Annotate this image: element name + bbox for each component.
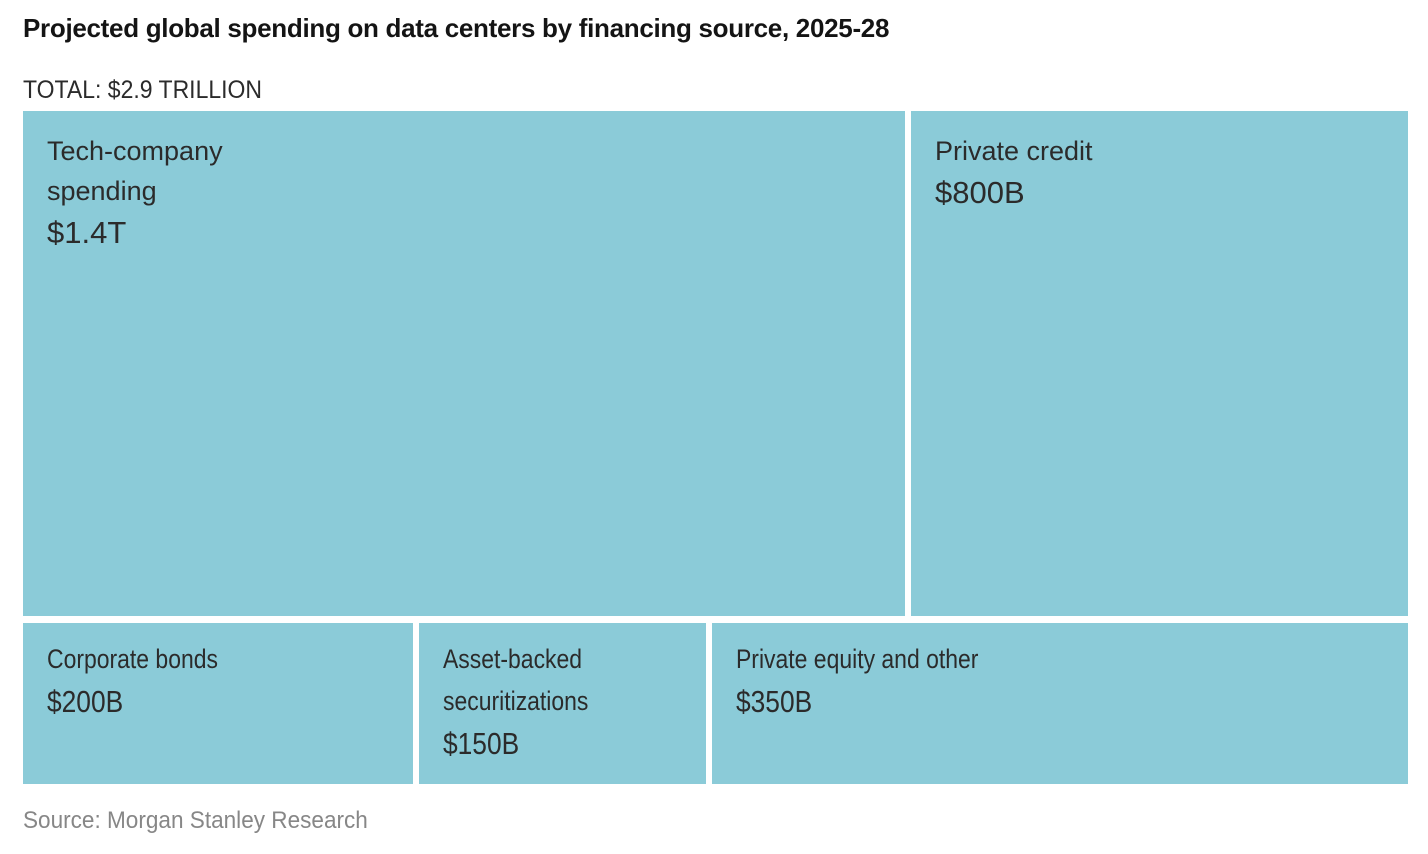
cell-value-private-equity-and-other: $350B [736,684,813,719]
source-note: Source: Morgan Stanley Research [23,807,368,834]
treemap-row-bottom: Corporate bonds $200B Asset-backed secur… [23,623,1408,784]
cell-label-asset-backed-securitizations: Asset-backed securitizations [443,644,589,716]
chart-total-label: TOTAL: $2.9 TRILLION [23,76,263,104]
cell-text: Tech-company spending $1.4T [47,131,881,255]
treemap-cell-tech-company-spending: Tech-company spending $1.4T [23,111,905,616]
cell-label-private-equity-and-other: Private equity and other [736,644,979,674]
treemap-cell-corporate-bonds: Corporate bonds $200B [23,623,413,784]
cell-label-private-credit: Private credit [935,136,1093,166]
treemap-row-top: Tech-company spending $1.4T Private cred… [23,111,1408,616]
cell-text: Asset-backed securitizations $150B [443,638,646,766]
cell-text: Private credit $800B [935,131,1384,215]
cell-label-tech-company-spending: Tech-company spending [47,136,223,206]
cell-value-asset-backed-securitizations: $150B [443,726,520,761]
treemap-cell-private-credit: Private credit $800B [911,111,1408,616]
cell-value-private-credit: $800B [935,175,1025,210]
chart-title: Projected global spending on data center… [23,13,890,43]
cell-text: Private equity and other $350B [736,638,978,724]
treemap: Tech-company spending $1.4T Private cred… [23,111,1408,784]
cell-value-tech-company-spending: $1.4T [47,215,127,250]
cell-label-corporate-bonds: Corporate bonds [47,644,218,674]
cell-value-corporate-bonds: $200B [47,684,124,719]
treemap-cell-asset-backed-securitizations: Asset-backed securitizations $150B [419,623,706,784]
cell-text: Corporate bonds $200B [47,638,218,724]
treemap-cell-private-equity-and-other: Private equity and other $350B [712,623,1408,784]
